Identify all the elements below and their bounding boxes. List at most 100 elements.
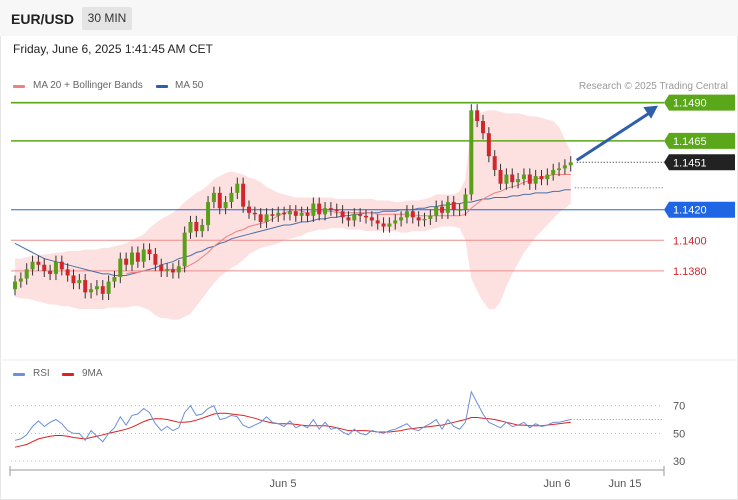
level-label-1.1380: 1.1380 <box>673 266 707 278</box>
candle <box>557 162 562 177</box>
candle-body <box>299 212 304 216</box>
candle <box>252 206 257 221</box>
candle <box>422 212 427 227</box>
candle-body <box>94 286 99 290</box>
candle <box>533 169 538 190</box>
candle <box>71 269 76 290</box>
candle <box>235 177 240 199</box>
rsi-legend-label: RSI <box>33 368 50 379</box>
level-label-1.1451: 1.1451 <box>664 154 735 171</box>
candle-body <box>229 192 234 203</box>
candle-body <box>135 252 140 262</box>
candle-body <box>422 218 427 221</box>
candle-body <box>293 211 298 216</box>
candle <box>200 218 205 238</box>
candle-body <box>130 252 134 265</box>
candle-body <box>24 269 29 279</box>
candle <box>182 226 187 273</box>
candle-body <box>486 133 491 157</box>
candle-body <box>521 174 526 180</box>
candle <box>112 270 117 288</box>
candle-body <box>481 121 485 134</box>
candle <box>551 163 556 181</box>
candle <box>223 195 228 215</box>
candle <box>170 263 175 279</box>
rsi-legend-swatch <box>13 373 25 376</box>
candle <box>323 202 328 221</box>
candle-body <box>516 179 521 183</box>
candle-body <box>159 264 164 271</box>
candle-body <box>100 286 105 294</box>
candle-body <box>358 214 363 216</box>
candle <box>399 211 404 227</box>
candle <box>393 214 398 230</box>
candle <box>106 275 111 300</box>
candle <box>48 264 53 281</box>
level-label-1.1490: 1.1490 <box>664 94 735 111</box>
candle <box>568 156 573 172</box>
candle-body <box>83 280 88 293</box>
candle <box>539 169 544 186</box>
candle <box>492 150 497 177</box>
candle <box>346 211 351 227</box>
candle-body <box>165 269 170 271</box>
candle-body <box>393 220 398 224</box>
candle <box>299 206 304 222</box>
candle <box>194 215 199 238</box>
level-tag <box>664 154 735 171</box>
candle <box>410 205 415 224</box>
candle-body <box>551 169 556 175</box>
level-label-1.1420: 1.1420 <box>664 201 735 218</box>
time-tick-label: Jun 6 <box>544 478 571 490</box>
candle-body <box>276 212 281 216</box>
candle <box>188 215 193 239</box>
candle-body <box>200 225 205 232</box>
candle-body <box>65 269 70 276</box>
candle <box>369 211 374 227</box>
candle-body <box>533 176 538 184</box>
candle-body <box>498 169 503 184</box>
candle <box>282 206 287 221</box>
candle <box>100 280 105 300</box>
level-tag <box>664 132 735 149</box>
candle <box>153 247 158 271</box>
timeframe-button[interactable]: 30 MIN <box>82 7 132 30</box>
candle <box>311 197 316 222</box>
candle <box>375 214 380 230</box>
candle <box>83 273 88 299</box>
candle <box>264 208 269 229</box>
candle-body <box>510 174 515 183</box>
copyright-credit: Research © 2025 Trading Central <box>578 81 728 92</box>
candle <box>247 200 251 219</box>
candle <box>59 255 64 276</box>
candle <box>527 168 532 190</box>
candle-body <box>258 214 263 222</box>
candle <box>352 208 357 227</box>
candle <box>416 211 421 227</box>
candle-body <box>469 110 474 195</box>
candle-body <box>124 258 129 265</box>
candle <box>77 273 82 290</box>
candle <box>229 186 234 209</box>
level-value: 1.1420 <box>673 205 707 217</box>
level-tag <box>664 94 735 111</box>
candle <box>404 205 409 224</box>
candle <box>241 177 246 213</box>
candle <box>445 195 450 219</box>
candle <box>124 252 129 271</box>
candle-body <box>440 206 445 213</box>
candle <box>498 163 503 190</box>
candle-body <box>170 269 175 273</box>
candle-body <box>106 281 111 294</box>
candle <box>36 255 41 271</box>
candle <box>469 104 474 201</box>
rsi-ma-legend-swatch <box>62 373 74 376</box>
candle-body <box>463 194 468 210</box>
candle-body <box>457 209 462 211</box>
candle-body <box>48 270 53 274</box>
candle <box>130 246 134 271</box>
candle <box>434 200 439 222</box>
candle <box>305 206 310 222</box>
candle-body <box>112 277 117 282</box>
